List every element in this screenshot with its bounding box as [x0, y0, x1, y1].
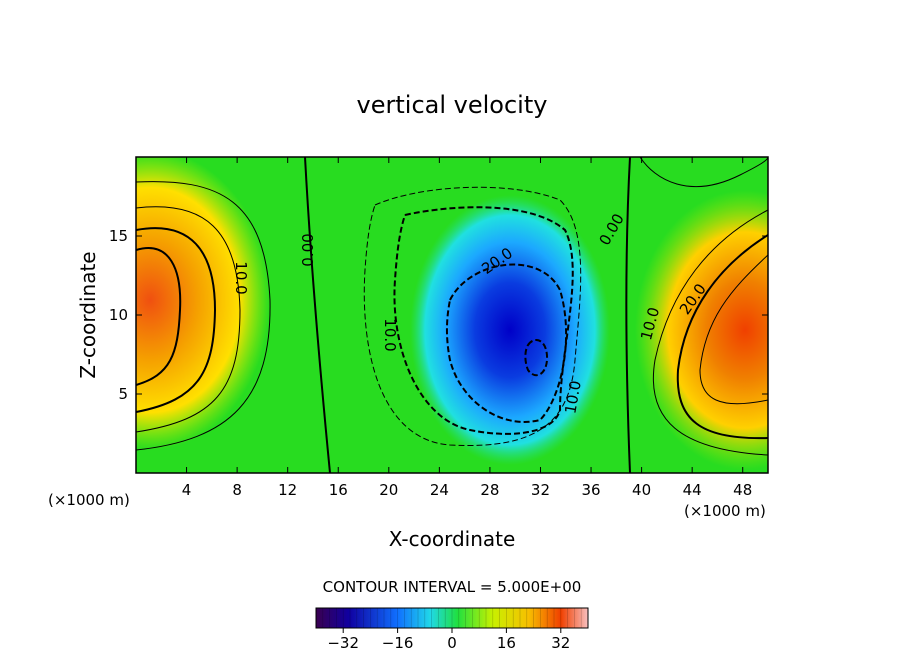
plot-field: [136, 157, 768, 473]
x-tick-label: 8: [232, 481, 242, 499]
colorbar-tick-label: 16: [497, 634, 516, 652]
y-tick-label: 5: [118, 385, 128, 403]
colorbar-tick-label: 0: [447, 634, 457, 652]
x-tick-label: 24: [430, 481, 449, 499]
x-tick-label: 28: [480, 481, 499, 499]
x-tick-label: 32: [531, 481, 550, 499]
colorbar-tick-label: −16: [382, 634, 414, 652]
x-tick-label: 40: [632, 481, 651, 499]
x-tick-label: 16: [329, 481, 348, 499]
colorbar-tick-label: 32: [551, 634, 570, 652]
contour-label: 10.0: [232, 261, 250, 294]
contour-label: 10.0: [561, 379, 585, 415]
chart-title: vertical velocity: [357, 91, 548, 119]
y-unit-label: (×1000 m): [48, 491, 130, 509]
x-tick-label: 20: [379, 481, 398, 499]
x-tick-label: 12: [278, 481, 297, 499]
x-tick-label: 44: [683, 481, 702, 499]
y-tick-label: 10: [109, 306, 128, 324]
contour-label: 0.00: [299, 233, 317, 266]
x-unit-label: (×1000 m): [684, 502, 766, 520]
colorbar-tick-label: −32: [327, 634, 359, 652]
x-tick-label: 48: [733, 481, 752, 499]
x-tick-label: 4: [182, 481, 192, 499]
x-tick-label: 36: [581, 481, 600, 499]
colorbar-ticks: −32 −16 0 16 32: [322, 608, 582, 652]
x-axis-title: X-coordinate: [389, 527, 516, 551]
contour-interval-label: CONTOUR INTERVAL = 5.000E+00: [323, 578, 582, 596]
contour-label: 10.0: [381, 318, 399, 351]
y-tick-label: 15: [109, 227, 128, 245]
y-axis-title: Z-coordinate: [76, 251, 100, 378]
